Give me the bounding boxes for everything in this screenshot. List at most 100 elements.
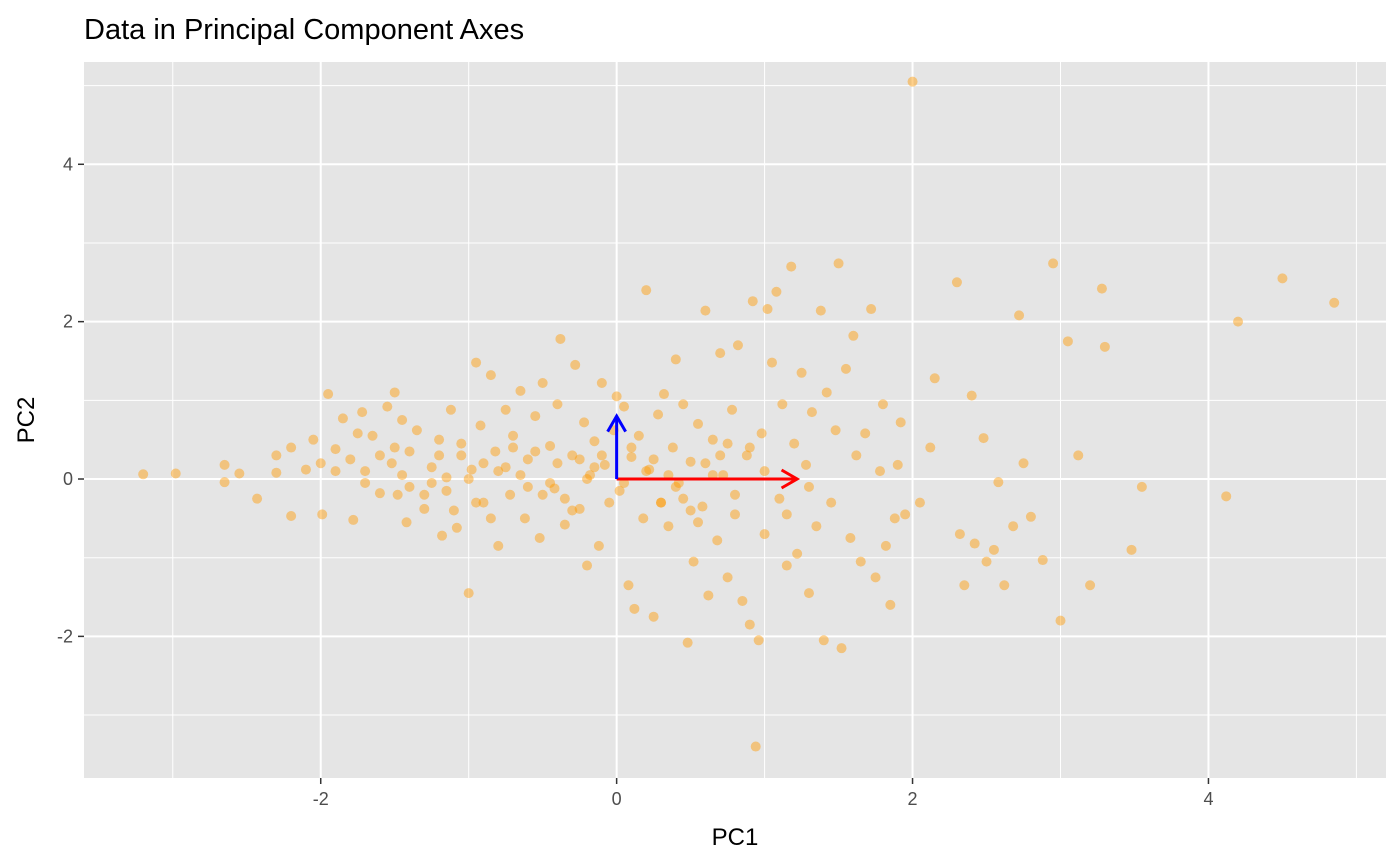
data-point [471, 357, 482, 368]
data-points [138, 76, 1340, 752]
data-point [1055, 615, 1066, 626]
data-point [1018, 458, 1029, 469]
data-point [771, 286, 782, 297]
data-point [1221, 491, 1232, 502]
data-point [951, 277, 962, 288]
data-point [648, 454, 659, 465]
data-point [892, 459, 903, 470]
data-point [656, 497, 667, 508]
data-point [271, 450, 282, 461]
data-point [330, 444, 341, 455]
data-point [722, 438, 733, 449]
data-point [789, 438, 800, 449]
data-point [530, 411, 541, 422]
data-point [519, 513, 530, 524]
data-point [744, 619, 755, 630]
data-point [552, 399, 563, 410]
data-point [348, 514, 359, 525]
pc-arrows [606, 413, 801, 490]
data-point [658, 389, 669, 400]
data-point [700, 458, 711, 469]
chart-title: Data in Principal Component Axes [84, 14, 524, 46]
data-point [845, 533, 856, 544]
data-point [360, 477, 371, 488]
data-point [286, 442, 297, 453]
data-point [1329, 297, 1340, 308]
data-point [766, 357, 777, 368]
data-point [682, 637, 693, 648]
data-point [703, 590, 714, 601]
data-point [848, 330, 859, 341]
data-point [900, 509, 911, 520]
data-point [999, 580, 1010, 591]
data-point [589, 462, 600, 473]
data-point [437, 530, 448, 541]
data-point [360, 466, 371, 477]
data-point [397, 470, 408, 481]
data-point [386, 458, 397, 469]
arrow-head [606, 413, 627, 433]
data-point [317, 509, 328, 520]
data-point [1073, 450, 1084, 461]
data-point [860, 428, 871, 439]
data-point [737, 595, 748, 606]
data-point [555, 333, 566, 344]
data-point [626, 442, 637, 453]
data-point [759, 529, 770, 540]
data-point [792, 548, 803, 559]
data-point [777, 399, 788, 410]
data-point [653, 409, 664, 420]
data-point [475, 420, 486, 431]
data-point [1126, 544, 1137, 555]
data-point [641, 285, 652, 296]
data-point [537, 378, 548, 389]
data-point [781, 509, 792, 520]
data-point [170, 468, 181, 479]
data-point [392, 489, 403, 500]
data-point [582, 474, 593, 485]
data-point [434, 434, 445, 445]
data-point [1099, 341, 1110, 352]
data-point [1048, 258, 1059, 269]
data-point [367, 430, 378, 441]
data-point [493, 540, 504, 551]
data-point [747, 296, 758, 307]
data-point [722, 572, 733, 583]
data-point [357, 407, 368, 418]
y-tick-label: -2 [57, 626, 73, 646]
data-point [515, 385, 526, 396]
data-point [667, 442, 678, 453]
data-point [670, 354, 681, 365]
data-point [929, 373, 940, 384]
data-point [806, 407, 817, 418]
data-point [374, 450, 385, 461]
data-point [656, 497, 667, 508]
data-point [648, 611, 659, 622]
data-point [252, 493, 263, 504]
plot-panel [84, 62, 1386, 778]
data-point [629, 603, 640, 614]
data-point [500, 404, 511, 415]
data-point [741, 450, 752, 461]
data-point [712, 535, 723, 546]
data-point [803, 481, 814, 492]
data-point [397, 415, 408, 425]
data-point [693, 517, 704, 528]
data-point [1062, 336, 1073, 347]
data-point [988, 544, 999, 555]
x-tick-label: 2 [908, 789, 918, 809]
data-point [515, 470, 526, 481]
data-point [445, 404, 456, 415]
data-point [323, 389, 334, 400]
data-point [744, 442, 755, 453]
data-point [730, 509, 740, 520]
data-point [559, 519, 570, 530]
data-point [466, 464, 477, 475]
data-point [138, 469, 149, 480]
data-point [753, 635, 764, 646]
data-point [271, 467, 282, 478]
data-point [574, 454, 585, 465]
data-point [663, 521, 674, 532]
x-tick-label: -2 [313, 789, 329, 809]
data-point [552, 458, 563, 469]
